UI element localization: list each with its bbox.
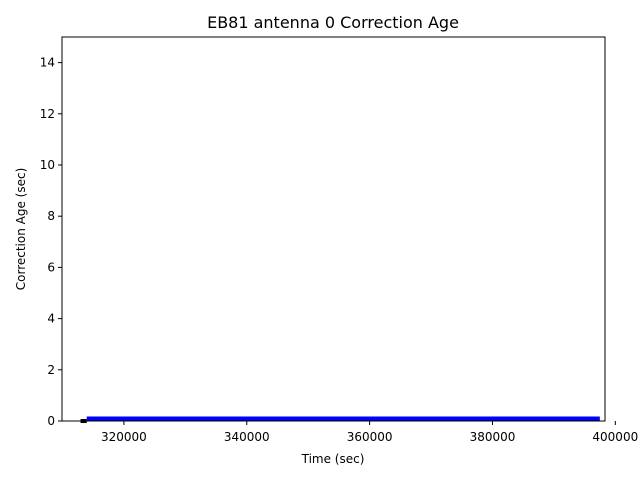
plot-frame: [61, 36, 606, 422]
chart-title: EB81 antenna 0 Correction Age: [207, 13, 459, 32]
y-tick-label: 6: [47, 260, 55, 274]
x-axis-label: Time (sec): [301, 452, 365, 466]
y-tick-label: 4: [47, 312, 55, 326]
y-tick-label: 14: [40, 56, 55, 70]
y-tick-label: 12: [40, 107, 55, 121]
y-axis-label: Correction Age (sec): [14, 168, 28, 291]
x-tick-label: 380000: [470, 430, 516, 444]
x-tick-label: 400000: [592, 430, 638, 444]
x-tick-label: 360000: [347, 430, 393, 444]
y-tick-label: 10: [40, 158, 55, 172]
y-tick-label: 8: [47, 209, 55, 223]
y-tick-label: 2: [47, 363, 55, 377]
x-tick-label: 320000: [101, 430, 147, 444]
y-tick-label: 0: [47, 414, 55, 428]
x-tick-label: 340000: [224, 430, 270, 444]
